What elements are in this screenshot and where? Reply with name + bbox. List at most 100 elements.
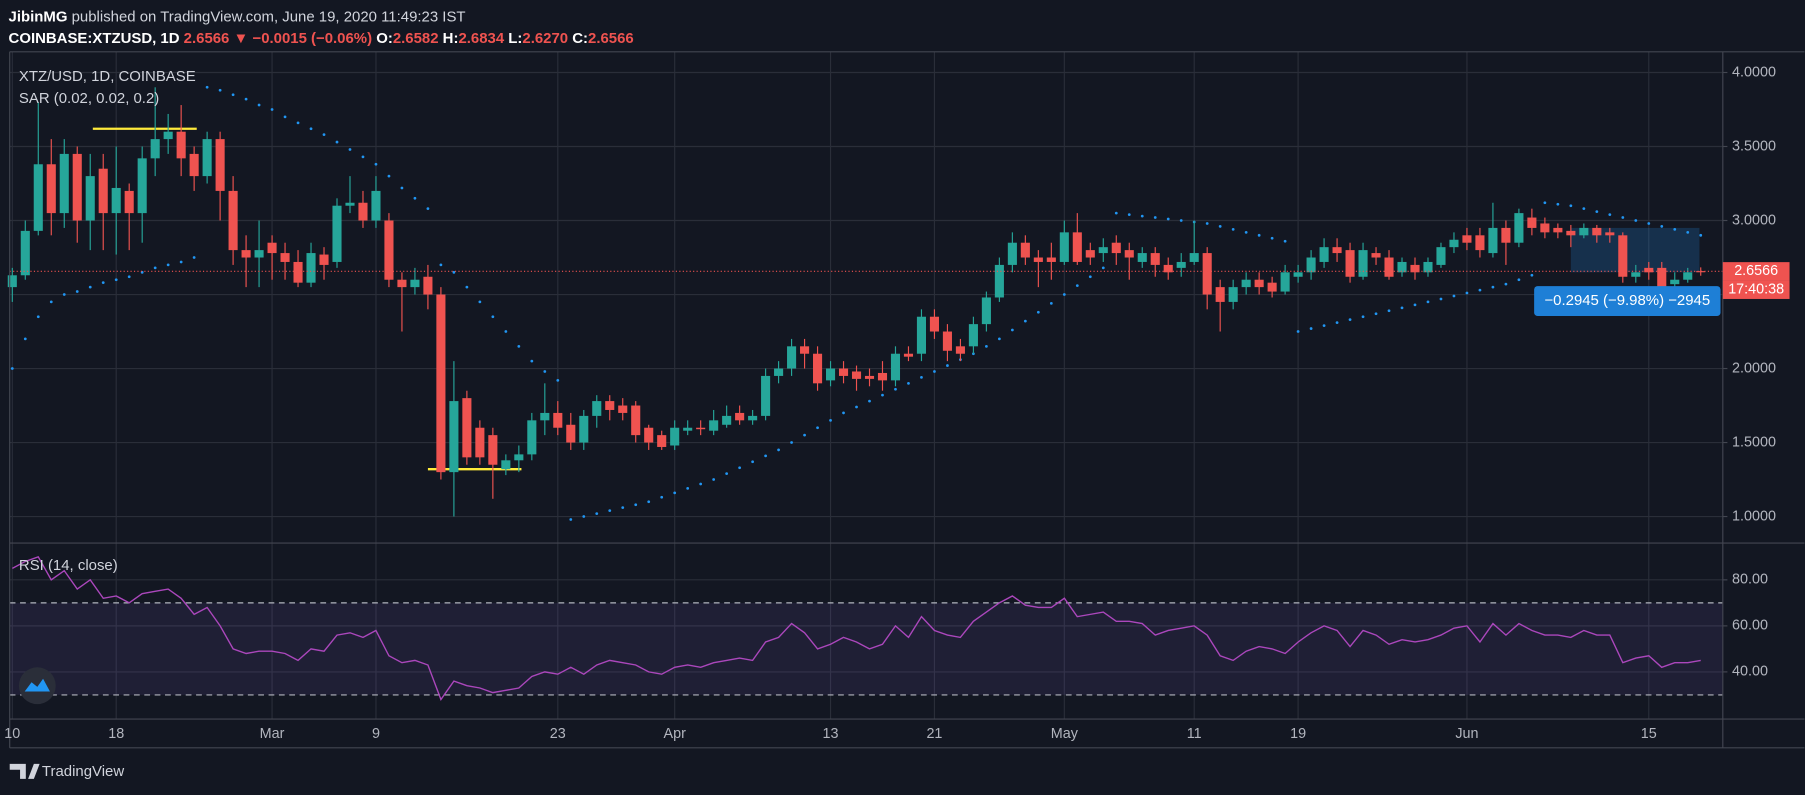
y-tick-label: 3.0000 (1732, 212, 1776, 228)
sar-dot (75, 290, 79, 293)
sar-dot (1348, 318, 1352, 322)
x-tick-label: 21 (926, 726, 942, 742)
candle-body (72, 153, 82, 221)
sar-dot (608, 509, 612, 513)
sar-dot (478, 300, 482, 304)
sar-dot (1075, 284, 1079, 288)
logo-circle[interactable] (18, 667, 56, 705)
candle-body (1644, 267, 1654, 273)
change: ▼ −0.0015 (−0.06%) (234, 30, 373, 47)
sar-dot (1218, 225, 1222, 228)
candle-body (1189, 253, 1199, 262)
candle-body (20, 230, 30, 276)
candle-body (851, 371, 862, 379)
last-price-box (1722, 262, 1790, 281)
sar-dot (1439, 297, 1443, 301)
sar-dot (101, 281, 105, 285)
x-tick-label: Mar (260, 726, 285, 742)
sar-dot (1322, 324, 1326, 327)
sar-dot (595, 512, 599, 515)
candle-body (1371, 253, 1381, 258)
sar-dot (504, 330, 508, 333)
sar-dot (673, 491, 677, 495)
sar-dot (1478, 288, 1482, 292)
candle-body (1280, 272, 1290, 292)
candle-body (1163, 264, 1173, 273)
rsi-line (12, 556, 1701, 701)
sar-dot (1309, 327, 1313, 330)
publish-line: JibinMG published on TradingView.com, Ju… (9, 8, 466, 25)
measure-label: −0.2945 (−9.98%) −2945 (1544, 292, 1710, 309)
candle-body (1384, 257, 1394, 277)
last: 2.6566 (184, 30, 230, 47)
candle-body (1436, 247, 1446, 265)
candle-body (1176, 261, 1186, 268)
sar-dot (1023, 319, 1027, 323)
candle-body (1410, 264, 1420, 273)
x-tick-label: 19 (1290, 726, 1306, 742)
candle-body (1683, 272, 1693, 280)
sar-dot (1361, 315, 1365, 319)
brand[interactable]: TradingView (42, 763, 124, 780)
sar-dot (920, 376, 923, 379)
candle-body (1254, 279, 1264, 288)
candle-body (1566, 230, 1576, 236)
sar-dot (1257, 233, 1261, 237)
sar-dot (1374, 312, 1378, 316)
grid (9, 51, 1728, 720)
candle-body (228, 190, 238, 251)
legend-title: XTZ/USD, 1D, COINBASE (19, 68, 196, 85)
candle-body (696, 427, 706, 430)
candle-body (1215, 287, 1225, 302)
candle-body (787, 346, 797, 369)
o-label: O: (376, 30, 393, 47)
c-label: C: (572, 30, 588, 47)
sar-dot (1608, 213, 1612, 216)
logo-icon[interactable] (24, 678, 50, 692)
sar-dot (1699, 233, 1703, 237)
sar-dot (153, 266, 157, 270)
sar-dot (647, 500, 651, 504)
candle-body (215, 139, 225, 191)
y-tick-label: 80.00 (1732, 572, 1768, 588)
sar-dot (1673, 228, 1677, 231)
sar-dot (1270, 236, 1274, 240)
candle-body (423, 276, 433, 295)
candle-body (929, 316, 939, 332)
candle-body (267, 242, 277, 254)
candle-body (254, 250, 264, 258)
sar-dot (1166, 217, 1170, 221)
sar-dot (699, 482, 703, 486)
candle-body (176, 131, 186, 159)
candle-body (579, 415, 589, 443)
sar-dot (465, 285, 469, 289)
labels: 10 18 Mar 9 23 Apr 13 21 May 11 19 Jun 15 1.0000 1.500… (4, 64, 1790, 742)
sar-dot (686, 487, 690, 490)
sar-dot (1491, 285, 1495, 289)
candle-body (722, 415, 732, 425)
candle-body (1358, 250, 1368, 277)
candle-body (111, 187, 121, 214)
candle-body (189, 153, 199, 177)
candle-body (566, 424, 576, 443)
measure-label-box (1534, 286, 1721, 317)
l-label: L: (508, 30, 522, 47)
sar-dot (257, 103, 261, 107)
last-price-label: 2.6566 (1734, 263, 1778, 279)
sar-dot (400, 186, 404, 190)
sar-dot (1088, 275, 1092, 279)
candle-body (709, 420, 719, 431)
candle-body (1332, 247, 1342, 254)
sar-dot (205, 85, 209, 89)
candle-body (280, 253, 290, 262)
candle-body (59, 153, 69, 214)
sar-dot (62, 293, 66, 296)
logo-badge[interactable] (18, 667, 56, 705)
candle-body (241, 250, 251, 258)
candle-body (319, 254, 329, 265)
candle-body (488, 435, 498, 465)
candle-body (1592, 227, 1602, 236)
sar-dot (1283, 239, 1287, 243)
